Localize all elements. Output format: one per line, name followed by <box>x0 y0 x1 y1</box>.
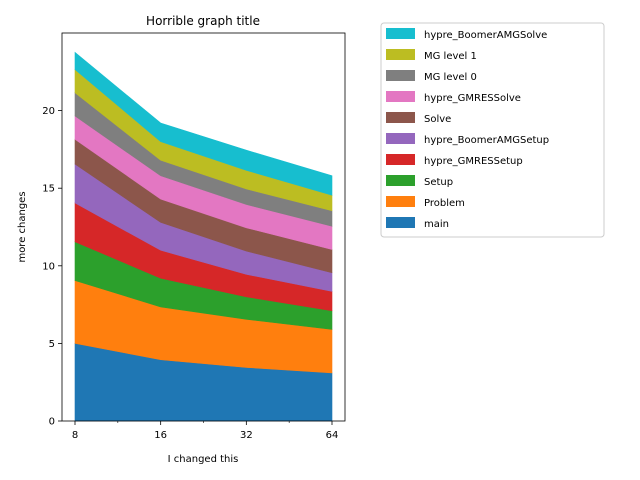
legend-swatch <box>386 196 415 207</box>
legend-item: MG level 1 <box>386 49 477 62</box>
x-tick-label: 8 <box>72 430 78 441</box>
y-tick-label: 5 <box>49 339 55 350</box>
y-axis-ticks: 0 5 10 15 20 <box>42 106 62 428</box>
chart-areas <box>74 51 333 422</box>
x-tick-label: 64 <box>326 430 339 441</box>
y-tick-label: 15 <box>42 184 55 195</box>
y-tick-label: 20 <box>42 106 55 117</box>
y-tick-label: 10 <box>42 261 55 272</box>
legend-swatch <box>386 112 415 123</box>
legend-label: hypre_BoomerAMGSolve <box>424 30 547 41</box>
x-axis-ticks: 8 16 32 64 <box>72 421 339 441</box>
legend-swatch <box>386 133 415 144</box>
legend-item: hypre_GMRESSolve <box>386 91 521 104</box>
legend-swatch <box>386 70 415 81</box>
legend: hypre_BoomerAMGSolve MG level 1 MG level 0… <box>380 22 605 238</box>
legend-item: hypre_BoomerAMGSetup <box>386 133 549 146</box>
legend-item: main <box>386 217 449 230</box>
legend-label: MG level 0 <box>424 72 477 83</box>
legend-item: MG level 0 <box>386 70 477 83</box>
legend-item: hypre_GMRESSetup <box>386 154 523 167</box>
legend-swatch <box>386 49 415 60</box>
legend-swatch <box>386 217 415 228</box>
legend-item: Problem <box>386 196 465 209</box>
x-tick-label: 32 <box>240 430 253 441</box>
y-axis-label: more changes <box>17 191 28 262</box>
legend-swatch <box>386 154 415 165</box>
chart-title: Horrible graph title <box>146 14 260 28</box>
area-hypre-boomeramgsolve <box>74 51 333 196</box>
legend-swatch <box>386 175 415 186</box>
legend-item: Setup <box>386 175 453 188</box>
x-axis-label: I changed this <box>168 454 239 465</box>
legend-item: hypre_BoomerAMGSolve <box>386 28 547 41</box>
legend-frame <box>380 22 605 238</box>
legend-label: hypre_GMRESSolve <box>424 93 521 104</box>
x-tick-label: 16 <box>154 430 167 441</box>
legend-swatch <box>386 28 415 39</box>
legend-swatch <box>386 91 415 102</box>
legend-label: hypre_GMRESSetup <box>424 156 523 167</box>
y-tick-label: 0 <box>49 417 55 428</box>
legend-item: Solve <box>386 112 451 125</box>
legend-label: hypre_BoomerAMGSetup <box>424 135 549 146</box>
legend-label: main <box>424 219 449 230</box>
legend-label: Solve <box>424 114 451 125</box>
legend-label: Problem <box>424 198 465 209</box>
legend-label: Setup <box>424 177 453 188</box>
legend-label: MG level 1 <box>424 51 477 62</box>
